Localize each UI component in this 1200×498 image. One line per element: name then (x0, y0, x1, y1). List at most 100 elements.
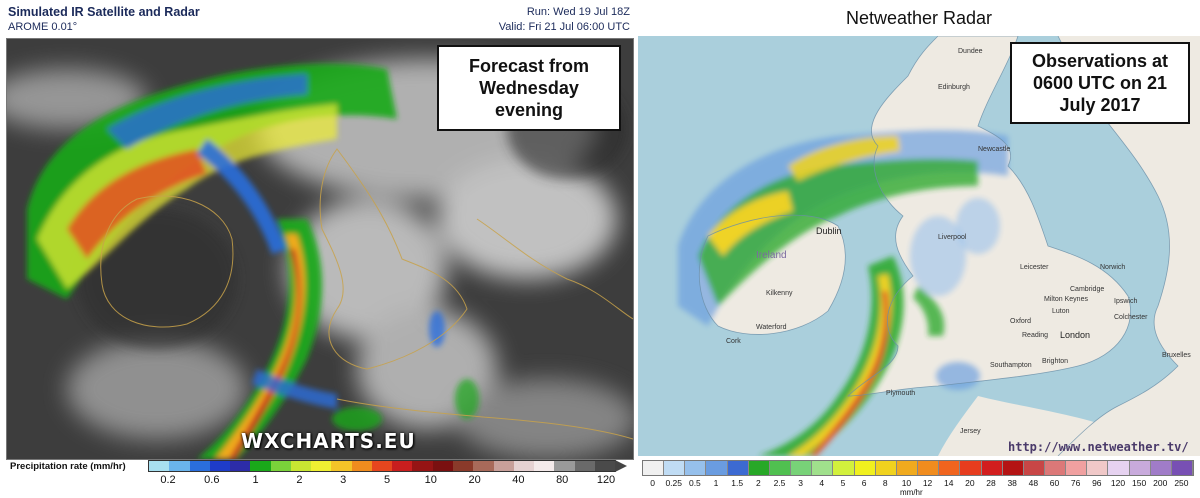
legend-tick-label: 0 (650, 478, 655, 488)
legend-tick-label: 120 (596, 474, 616, 486)
legend-swatch (311, 461, 332, 471)
legend-swatch (833, 461, 855, 475)
legend-tick-label: 14 (943, 478, 954, 488)
precip-legend-title: Precipitation rate (mm/hr) (10, 461, 126, 472)
legend-swatch (534, 461, 555, 471)
legend-swatch (643, 461, 665, 475)
legend-swatch (473, 461, 494, 471)
model-name: AROME 0.01° (8, 21, 78, 33)
place-label: Leicester (1020, 264, 1049, 271)
place-label: Kilkenny (766, 290, 793, 297)
legend-swatch (1044, 461, 1067, 475)
legend-swatch (1023, 461, 1045, 475)
legend-swatch (1108, 461, 1130, 475)
place-label: Norwich (1100, 264, 1126, 271)
legend-tick-label: 5 (840, 478, 846, 488)
legend-tick-label: 1 (252, 474, 259, 486)
place-label: London (1060, 330, 1091, 340)
place-label: Reading (1022, 332, 1049, 339)
run-time: Run: Wed 19 Jul 18Z (526, 6, 630, 18)
place-label: Brighton (1042, 358, 1069, 365)
legend-swatch (189, 461, 210, 471)
legend-swatch (351, 461, 372, 471)
forecast-map: Forecast from Wednesday evening WXCHARTS… (6, 38, 634, 460)
legend-tick-label: 20 (965, 478, 975, 488)
precip-legend-bar (148, 460, 616, 472)
legend-tick-label: 38 (1007, 478, 1017, 488)
legend-swatch (685, 461, 707, 475)
place-label: Dublin (816, 226, 842, 236)
legend-tick-label: 0.2 (160, 474, 176, 486)
legend-swatch (169, 461, 190, 471)
legend-swatch (791, 461, 813, 475)
legend-tick-label: 60 (1049, 478, 1060, 488)
legend-tick-label: 0.5 (688, 478, 701, 488)
legend-swatch (432, 461, 453, 471)
legend-swatch (270, 461, 291, 471)
legend-tick-label: 150 (1132, 478, 1147, 488)
place-label: Ipswich (1114, 298, 1138, 305)
place-label: Cambridge (1070, 286, 1105, 293)
place-label: Luton (1052, 308, 1070, 315)
legend-swatch (706, 461, 728, 475)
legend-tick-label: 8 (882, 478, 888, 488)
place-label: Liverpool (938, 234, 967, 241)
legend-swatch (1171, 461, 1194, 475)
legend-swatch (554, 461, 575, 471)
radar-panel: Netweather Radar (638, 0, 1200, 498)
forecast-panel: Simulated IR Satellite and Radar AROME 0… (6, 5, 634, 486)
legend-swatch (727, 461, 749, 475)
legend-tick-label: 2 (755, 478, 761, 488)
legend-swatch (1002, 461, 1024, 475)
place-label: Colchester (1114, 314, 1148, 321)
legend-swatch (493, 461, 514, 471)
legend-swatch (209, 461, 231, 471)
legend-swatch (896, 461, 919, 475)
place-label: Jersey (960, 428, 981, 435)
legend-swatch (1066, 461, 1088, 475)
place-label: Plymouth (886, 390, 916, 397)
place-label: Cork (726, 338, 741, 345)
radar-title: Netweather Radar (845, 8, 993, 28)
forecast-label-box: Forecast from Wednesday evening (437, 45, 621, 131)
legend-swatch (513, 461, 535, 471)
legend-swatch (854, 461, 876, 475)
place-label: Newcastle (978, 146, 1011, 153)
radar-map-image (638, 36, 1200, 456)
legend-swatch (918, 461, 940, 475)
place-label: Oxford (1010, 318, 1032, 325)
legend-swatch (812, 461, 834, 475)
place-label: Dundee (958, 48, 983, 55)
place-label: Ireland (756, 250, 787, 261)
legend-swatch (290, 461, 312, 471)
legend-tick-label: 200 (1153, 478, 1168, 488)
place-label: Milton Keynes (1044, 296, 1088, 303)
legend-tick-label: 10 (901, 478, 912, 488)
legend-tick-label: 76 (1070, 478, 1081, 488)
legend-swatch (875, 461, 897, 475)
netweather-url: http://www.netweather.tv/ (1008, 440, 1189, 454)
legend-tick-label: 4 (819, 478, 825, 488)
legend-swatch (1129, 461, 1151, 475)
radar-legend-unit: mm/hr (900, 488, 923, 497)
legend-tick-label: 10 (424, 474, 437, 486)
legend-swatch (412, 461, 433, 471)
legend-swatch (981, 461, 1003, 475)
radar-map: Dundee Edinburgh Newcastle Dublin Irelan… (638, 36, 1200, 456)
legend-tick-label: 2 (296, 474, 303, 486)
legend-swatch (960, 461, 982, 475)
wxcharts-watermark: WXCHARTS.EU (241, 429, 416, 453)
legend-swatch (371, 461, 393, 471)
legend-tick-label: 40 (512, 474, 525, 486)
place-label: Southampton (990, 362, 1032, 369)
legend-tick-label: 0.25 (665, 478, 682, 488)
legend-swatch (149, 461, 170, 471)
legend-swatch (664, 461, 686, 475)
legend-swatch (574, 461, 595, 471)
legend-swatch (939, 461, 961, 475)
legend-tick-label: 12 (922, 478, 933, 488)
forecast-title: Simulated IR Satellite and Radar (8, 5, 200, 19)
legend-tick-label: 80 (556, 474, 569, 486)
legend-tick-label: 20 (468, 474, 481, 486)
valid-time: Valid: Fri 21 Jul 06:00 UTC (498, 21, 630, 33)
